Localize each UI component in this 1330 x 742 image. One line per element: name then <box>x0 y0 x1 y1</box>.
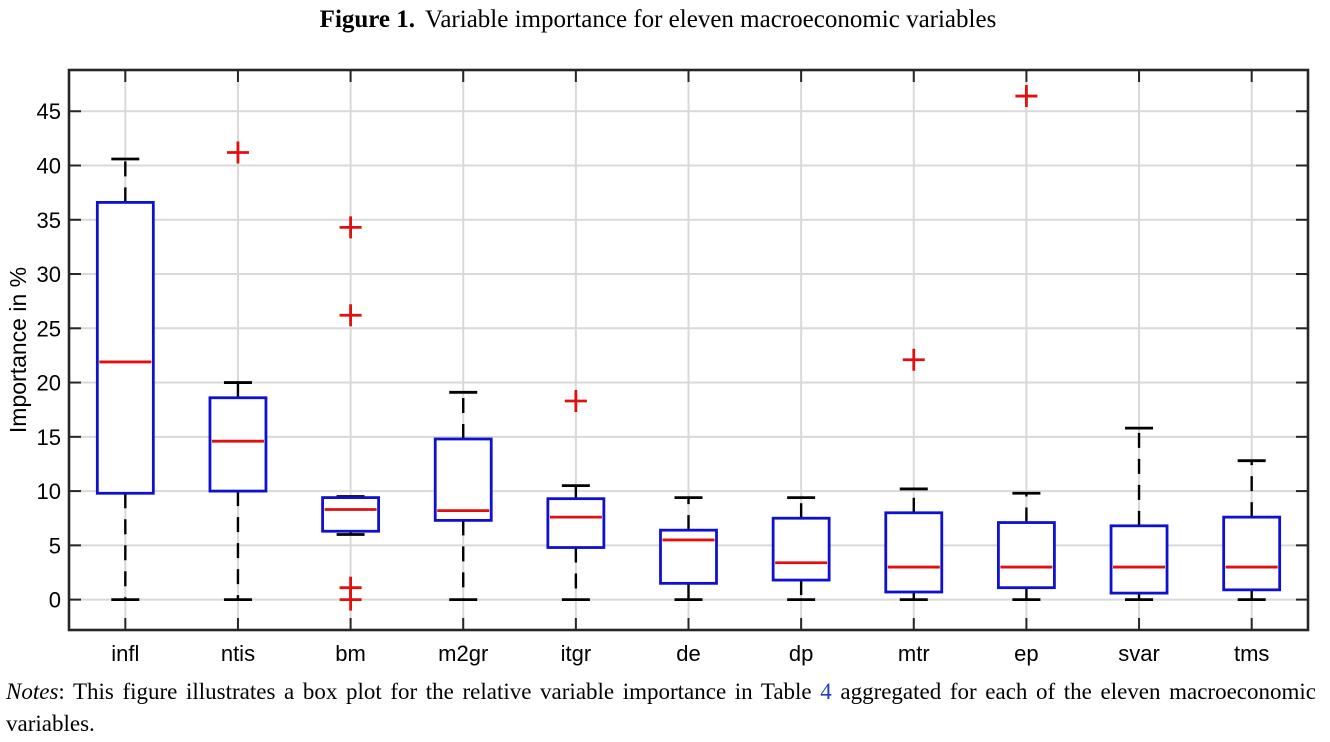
y-tick-label: 40 <box>37 154 61 179</box>
y-tick-label: 35 <box>37 208 61 233</box>
axis-ticks <box>69 70 1308 630</box>
figure-caption: Figure 1. Variable importance for eleven … <box>0 5 1316 35</box>
box-itgr <box>546 390 606 602</box>
x-tick-label: itgr <box>561 641 592 666</box>
iqr-box <box>884 511 944 594</box>
x-tick-label: tms <box>1234 641 1269 666</box>
box-series <box>95 85 1282 611</box>
box-de <box>659 496 718 602</box>
box-ntis <box>208 141 268 602</box>
y-tick-label: 30 <box>37 262 61 287</box>
iqr-box <box>1222 515 1282 592</box>
y-tick-labels: 0 5 10 15 20 25 30 35 40 45 <box>37 99 61 612</box>
x-tick-label: svar <box>1118 641 1160 666</box>
outlier-marker <box>339 304 362 327</box>
x-tick-label: de <box>676 641 700 666</box>
iqr-box <box>433 437 493 522</box>
box-dp <box>771 496 831 602</box>
outlier-marker <box>564 390 587 413</box>
y-tick-label: 10 <box>37 479 61 504</box>
outlier-marker <box>339 216 362 239</box>
y-tick-label: 25 <box>37 316 61 341</box>
y-axis-label: Importance in % <box>5 267 31 433</box>
iqr-box <box>95 201 155 495</box>
x-tick-label: m2gr <box>438 641 488 666</box>
outlier-marker <box>902 348 925 371</box>
box-tms <box>1222 459 1282 602</box>
box-bm <box>321 216 380 611</box>
notes-text-before: : This figure illustrates a box plot for… <box>58 679 821 704</box>
iqr-box <box>659 528 718 585</box>
y-tick-label: 0 <box>49 588 61 613</box>
figure-notes: Notes: This figure illustrates a box plo… <box>6 676 1316 740</box>
outlier-marker <box>339 588 362 611</box>
box-m2gr <box>433 390 493 602</box>
box-svar <box>1109 426 1169 602</box>
notes-label: Notes <box>6 679 59 704</box>
y-tick-label: 45 <box>37 99 61 124</box>
x-tick-label: bm <box>335 641 366 666</box>
iqr-box <box>321 496 380 533</box>
figure-caption-text: Variable importance for eleven macroecon… <box>425 6 997 33</box>
outlier-marker <box>226 141 249 164</box>
figure-label: Figure 1. <box>319 6 416 33</box>
x-tick-label: ep <box>1014 641 1038 666</box>
box-infl <box>95 157 155 602</box>
box-mtr <box>884 348 944 602</box>
x-tick-label: ntis <box>221 641 255 666</box>
iqr-box <box>208 396 268 493</box>
plot-frame <box>67 68 1310 632</box>
x-tick-label: dp <box>789 641 813 666</box>
x-tick-labels: infl ntis bm m2gr itgr de dp mtr ep svar tms <box>111 641 1269 666</box>
table-reference-link[interactable]: 4 <box>820 679 832 704</box>
iqr-box <box>771 516 831 582</box>
notes-text-after: aggregated for each of the eleven macroe… <box>6 679 1316 736</box>
y-tick-label: 20 <box>37 371 61 396</box>
y-tick-label: 15 <box>37 425 61 450</box>
box-ep <box>997 85 1056 602</box>
iqr-box <box>546 497 606 549</box>
iqr-box <box>1109 524 1169 595</box>
outlier-marker <box>1015 85 1038 108</box>
x-tick-label: infl <box>111 641 139 666</box>
x-tick-label: mtr <box>898 641 930 666</box>
iqr-box <box>997 521 1056 590</box>
y-tick-label: 5 <box>49 533 61 558</box>
